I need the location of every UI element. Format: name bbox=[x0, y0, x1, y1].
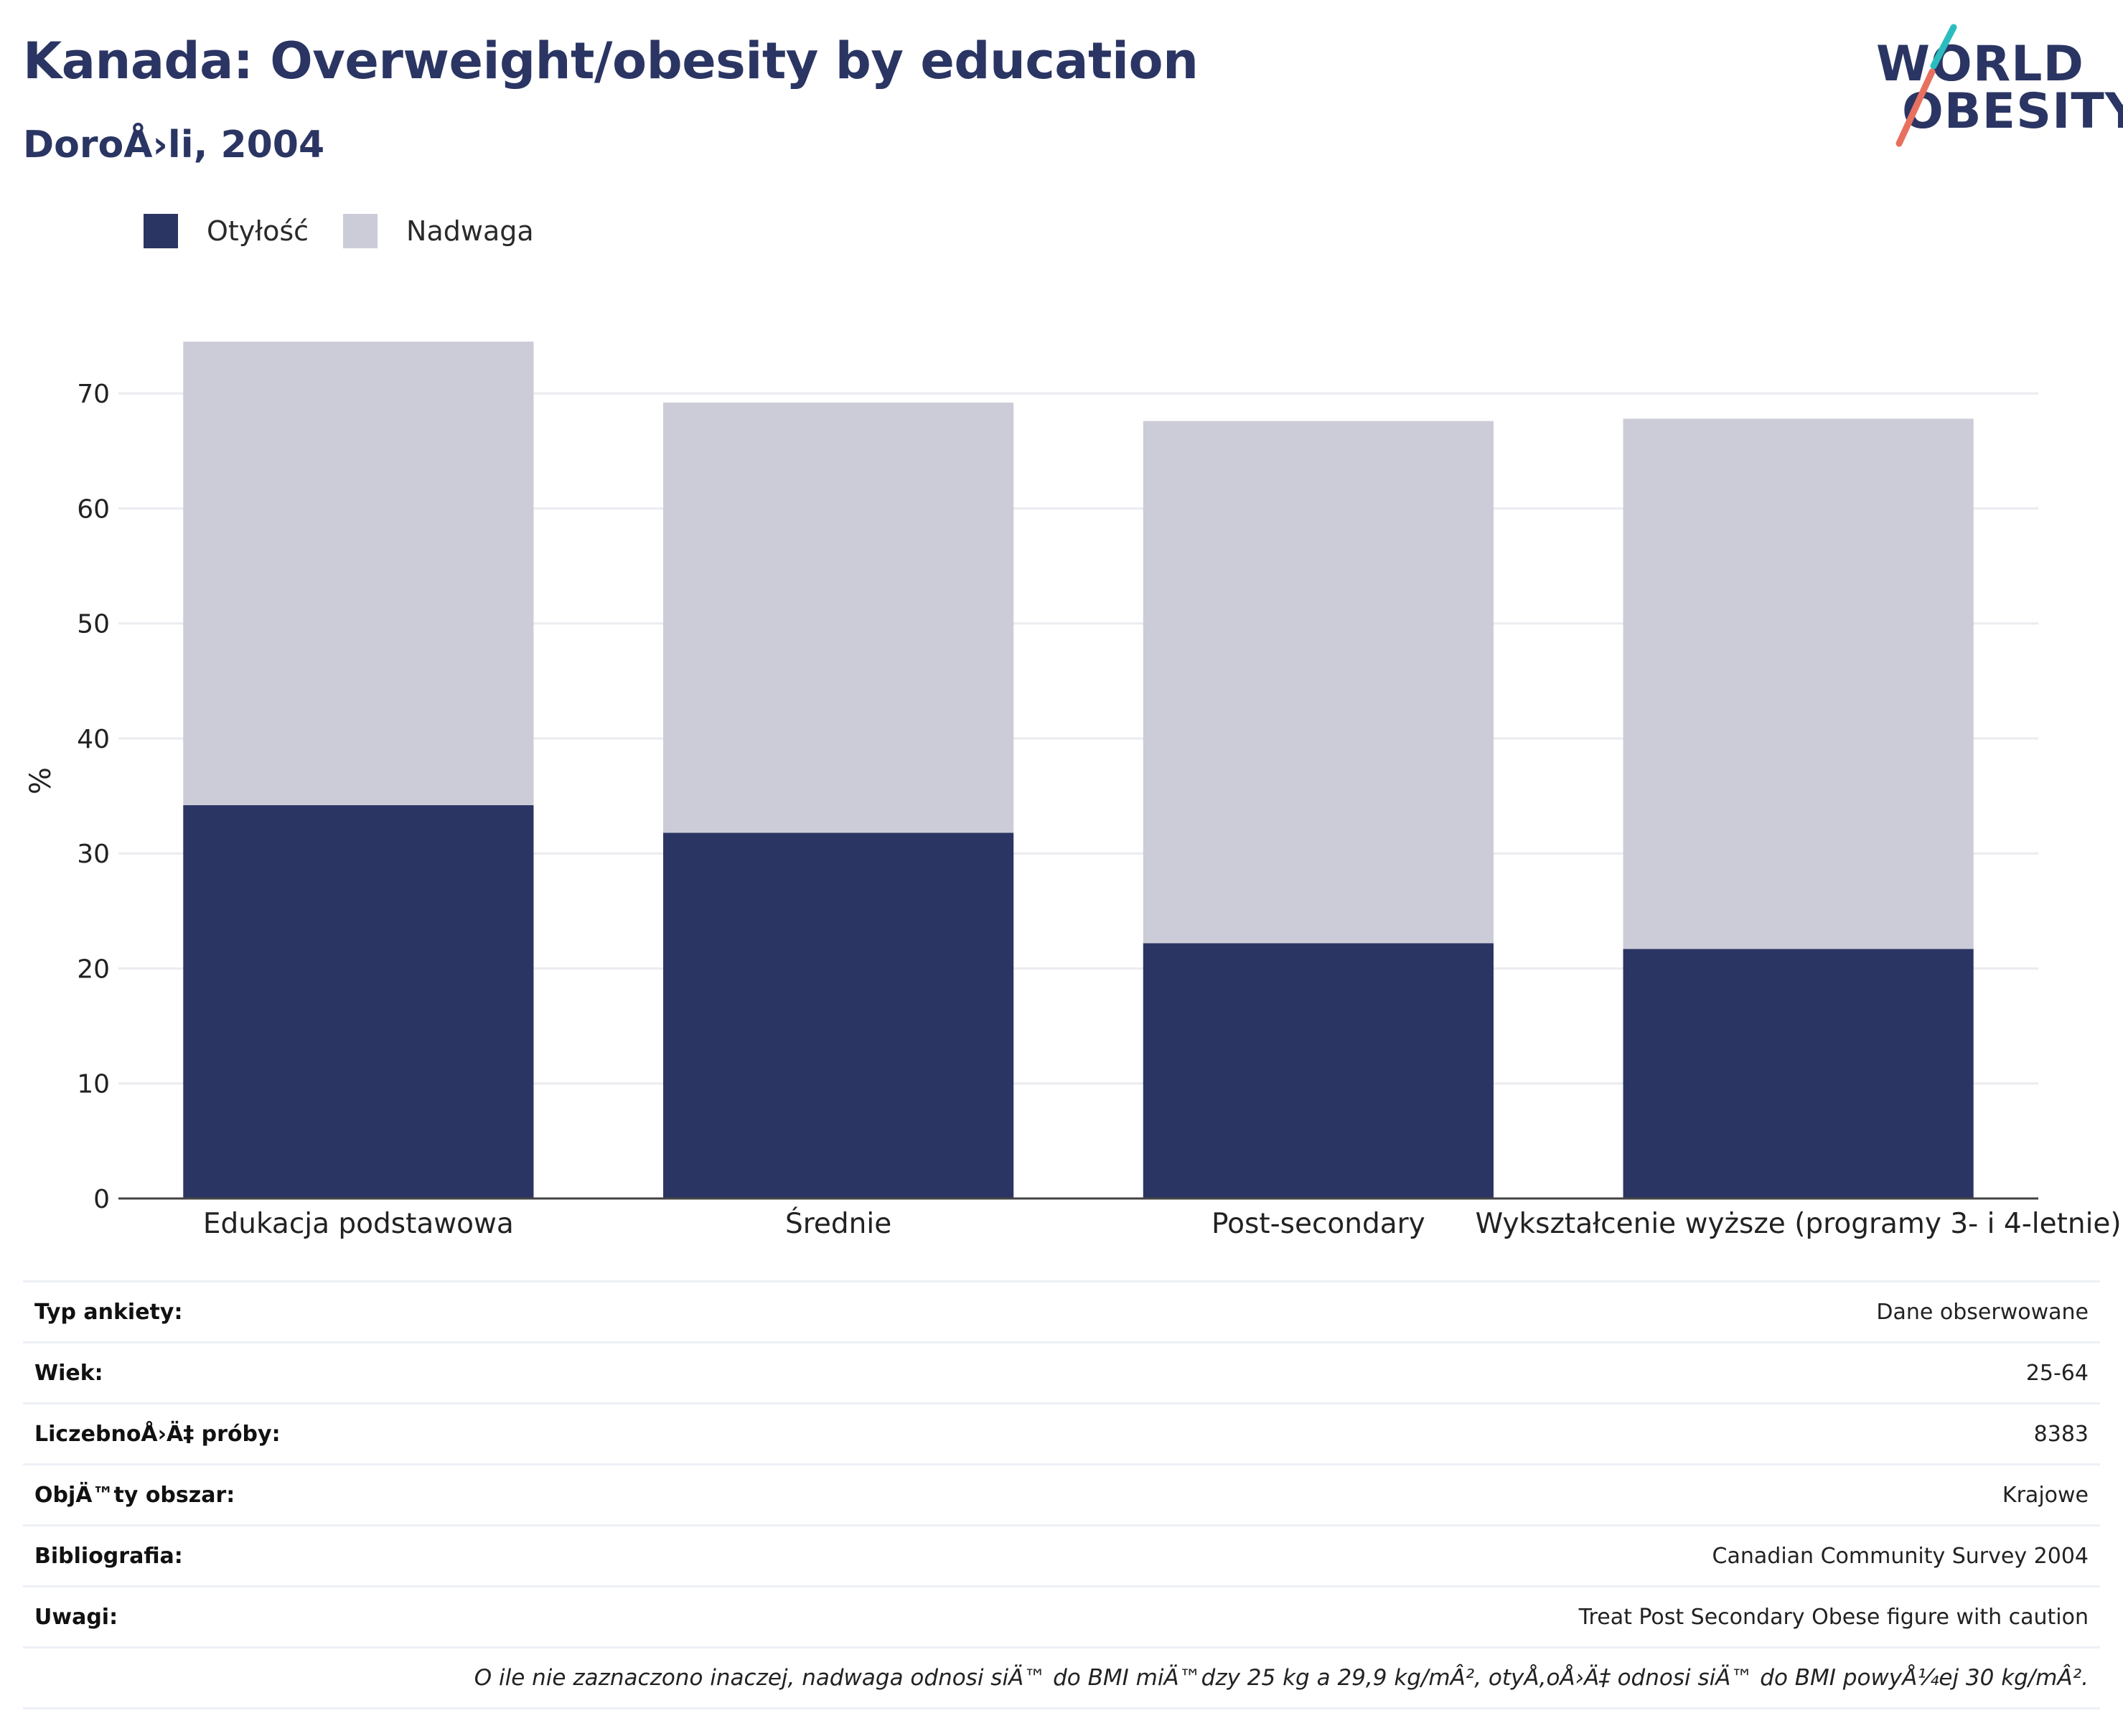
y-tick-label: 40 bbox=[77, 725, 110, 754]
bar-overweight bbox=[1143, 421, 1494, 944]
logo-word-obesity: OBESITY bbox=[1902, 83, 2123, 140]
meta-value: 25-64 bbox=[2025, 1360, 2089, 1386]
x-tick-label: Post-secondary bbox=[1212, 1208, 1425, 1240]
bar-obesity bbox=[183, 804, 534, 1198]
legend-label-obesity: Otyłość bbox=[207, 215, 309, 247]
meta-key: Bibliografia: bbox=[34, 1543, 183, 1569]
legend-label-overweight: Nadwaga bbox=[406, 215, 534, 247]
x-tick-label: Średnie bbox=[785, 1206, 891, 1240]
axes: 0 10 20 30 40 50 60 70 Edukacja podstawowa Średni… bbox=[77, 380, 2121, 1240]
x-tick-label: Edukacja podstawowa bbox=[203, 1208, 514, 1240]
meta-row-area: ObjÄ™ty obszar: Krajowe bbox=[23, 1463, 2100, 1524]
legend-swatch-obesity bbox=[144, 214, 178, 248]
x-tick-label: Wykształcenie wyższe (programy 3- i 4-le… bbox=[1476, 1208, 2122, 1240]
y-tick-label: 70 bbox=[77, 380, 110, 409]
meta-value: 8383 bbox=[2033, 1421, 2089, 1447]
meta-key: Uwagi: bbox=[34, 1604, 118, 1630]
metadata-table: Typ ankiety: Dane obserwowane Wiek: 25-6… bbox=[23, 1280, 2100, 1709]
y-tick-label: 60 bbox=[77, 494, 110, 524]
meta-key: LiczebnoÅ›Ä‡ próby: bbox=[34, 1421, 281, 1447]
meta-row-survey-type: Typ ankiety: Dane obserwowane bbox=[23, 1280, 2100, 1341]
y-tick-label: 50 bbox=[77, 610, 110, 639]
world-obesity-logo: WORLD OBESITY bbox=[1866, 22, 2123, 151]
legend-swatch-overweight bbox=[343, 214, 378, 248]
bar-obesity bbox=[1143, 943, 1494, 1198]
chart-subtitle: DoroÅ›li, 2004 bbox=[23, 123, 325, 166]
bars bbox=[183, 342, 1974, 1198]
bar-obesity bbox=[1623, 949, 1974, 1198]
meta-key: Typ ankiety: bbox=[34, 1299, 183, 1325]
y-tick-label: 10 bbox=[77, 1070, 110, 1099]
meta-value: Treat Post Secondary Obese figure with c… bbox=[1578, 1604, 2089, 1630]
meta-key: Wiek: bbox=[34, 1360, 103, 1386]
legend: Otyłość Nadwaga bbox=[144, 214, 568, 248]
meta-row-notes: Uwagi: Treat Post Secondary Obese figure… bbox=[23, 1585, 2100, 1646]
y-tick-label: 30 bbox=[77, 840, 110, 869]
bar-obesity bbox=[663, 832, 1014, 1198]
bar-overweight bbox=[663, 403, 1014, 833]
chart-title: Kanada: Overweight/obesity by education bbox=[23, 32, 1199, 90]
bmi-definition-note: O ile nie zaznaczono inaczej, nadwaga od… bbox=[23, 1646, 2100, 1709]
meta-row-sample-size: LiczebnoÅ›Ä‡ próby: 8383 bbox=[23, 1402, 2100, 1463]
logo-word-world: WORLD bbox=[1876, 36, 2084, 93]
meta-value: Krajowe bbox=[2002, 1482, 2089, 1508]
bar-overweight bbox=[1623, 418, 1974, 949]
legend-item-overweight[interactable]: Nadwaga bbox=[343, 214, 534, 248]
legend-item-obesity[interactable]: Otyłość bbox=[144, 214, 309, 248]
meta-row-bibliography: Bibliografia: Canadian Community Survey … bbox=[23, 1524, 2100, 1585]
bar-chart: 0 10 20 30 40 50 60 70 Edukacja podstawowa Średni… bbox=[24, 342, 2122, 1240]
logo-slash-icon bbox=[1895, 24, 1957, 147]
meta-row-age: Wiek: 25-64 bbox=[23, 1341, 2100, 1402]
meta-key: ObjÄ™ty obszar: bbox=[34, 1482, 235, 1508]
bar-overweight bbox=[183, 342, 534, 805]
meta-value: Dane obserwowane bbox=[1876, 1299, 2089, 1325]
y-tick-label: 20 bbox=[77, 954, 110, 984]
y-tick-label: 0 bbox=[93, 1185, 110, 1214]
y-axis-label: % bbox=[24, 767, 57, 794]
meta-value: Canadian Community Survey 2004 bbox=[1712, 1543, 2089, 1569]
